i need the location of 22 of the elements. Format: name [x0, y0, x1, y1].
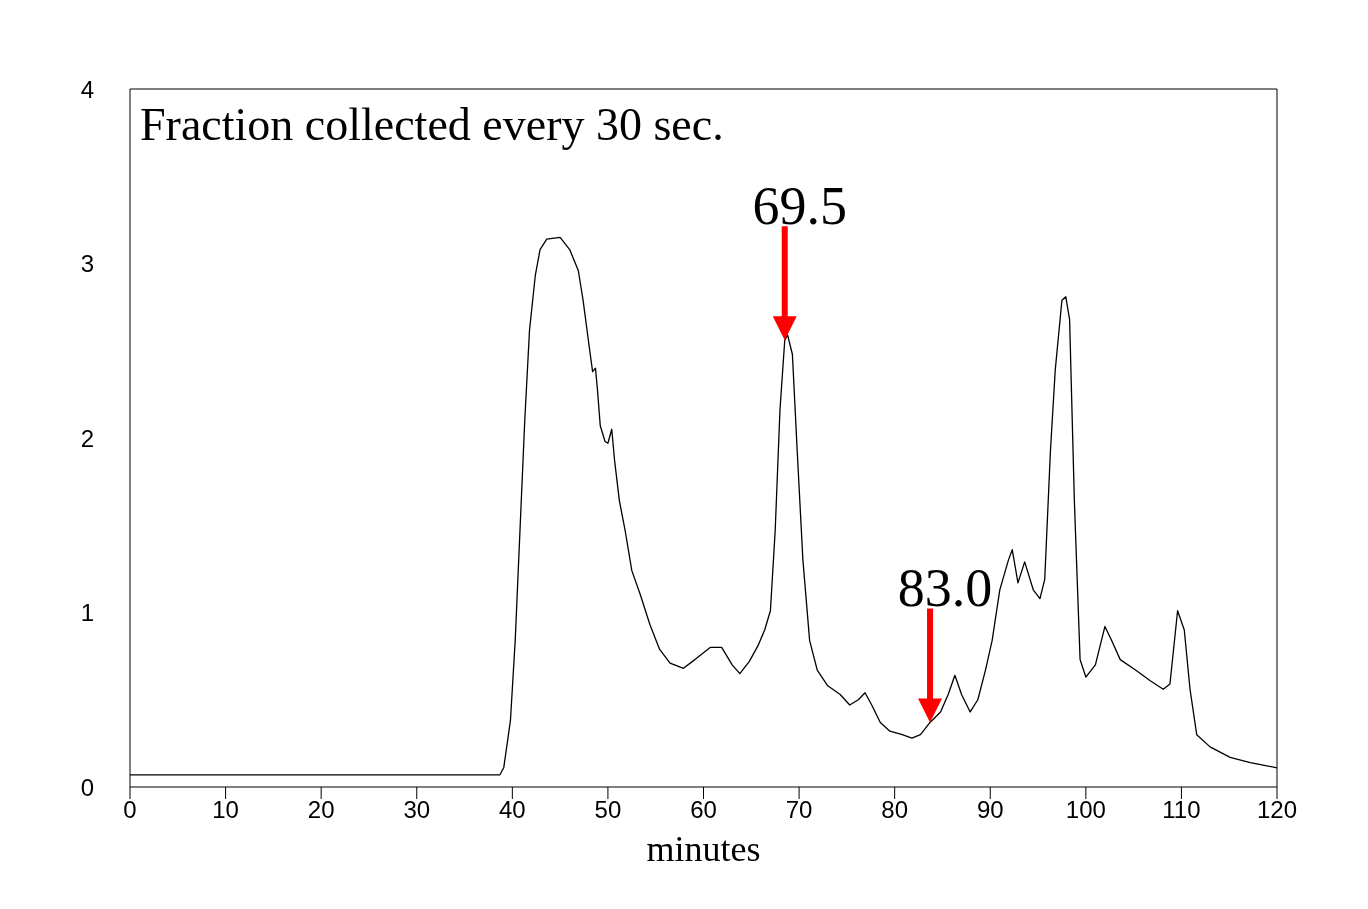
- x-tick-label: 110: [1162, 796, 1201, 824]
- y-tick-label: 3: [80, 250, 94, 278]
- x-tick-label: 70: [785, 796, 813, 824]
- annotation: 69.5: [752, 176, 847, 237]
- x-tick-label: 50: [594, 796, 622, 824]
- x-tick-label: 100: [1065, 796, 1106, 824]
- y-tick-label: 1: [80, 599, 94, 627]
- x-tick-label: 20: [307, 796, 335, 824]
- x-tick-label: 90: [976, 796, 1004, 824]
- x-tick-label: 80: [881, 796, 909, 824]
- y-tick-label: 4: [80, 75, 94, 103]
- annotation: 83.0: [897, 558, 993, 619]
- x-tick-label: 40: [498, 796, 526, 824]
- x-tick-label: 120: [1256, 796, 1298, 824]
- x-tick-label: 10: [212, 796, 239, 824]
- y-tick-label: 0: [80, 773, 94, 801]
- annotation: Fraction collected every 30 sec.: [140, 99, 724, 151]
- x-tick-label: 60: [690, 796, 717, 824]
- x-axis-title: minutes: [646, 829, 761, 869]
- x-tick-label: 0: [123, 796, 137, 824]
- y-tick-label: 2: [80, 424, 94, 452]
- x-tick-label: 30: [403, 796, 431, 824]
